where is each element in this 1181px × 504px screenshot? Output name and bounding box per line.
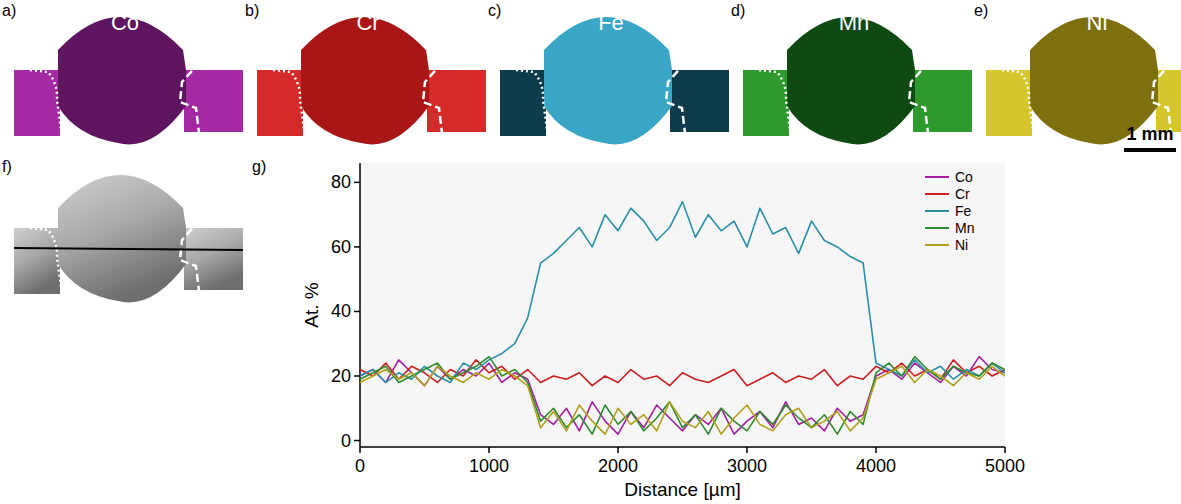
map-region: [913, 70, 972, 132]
boundary: [1002, 70, 1034, 136]
map-region: [14, 228, 60, 294]
x-tick: [617, 447, 619, 453]
map-region: [184, 228, 243, 290]
element-label: Co: [111, 10, 139, 35]
map-region: [787, 17, 915, 144]
boundary: [759, 70, 791, 136]
y-tick-label: 80: [331, 172, 351, 192]
element-label: Cr: [356, 10, 379, 35]
legend-swatch: [925, 227, 949, 229]
eds-map: Co a): [2, 2, 243, 144]
y-tick: [354, 311, 360, 313]
panel-letter: a): [2, 2, 16, 19]
grain-map: [14, 175, 243, 302]
boundary: [180, 62, 200, 133]
legend-label: Fe: [955, 203, 972, 219]
x-tick-label: 3000: [727, 456, 767, 476]
figure: Co a) Cr b) Fe c) Mn d) Ni e) 1 mm f) g) 0 1000 2000 300…: [0, 0, 1181, 504]
element-label: Ni: [1087, 10, 1108, 35]
profile-line: [14, 248, 243, 250]
series-line: [360, 366, 1005, 434]
map-region: [986, 70, 1032, 136]
boundary: [516, 70, 548, 136]
scale-bar-label: 1 mm: [1126, 124, 1173, 144]
y-tick: [354, 182, 360, 184]
boundary: [30, 228, 62, 294]
x-axis: [360, 446, 1005, 448]
series-group: [360, 202, 1005, 434]
x-tick: [875, 447, 877, 453]
map-region: [301, 17, 429, 144]
y-tick-label: 40: [331, 301, 351, 321]
boundary: [423, 62, 443, 133]
y-tick-label: 60: [331, 237, 351, 257]
legend-swatch: [925, 210, 949, 212]
map-region: [544, 17, 672, 144]
legend-label: Ni: [955, 237, 968, 253]
x-tick-label: 2000: [598, 456, 638, 476]
eds-map: Cr b): [245, 2, 486, 144]
boundary: [30, 70, 62, 136]
y-tick-label: 0: [341, 431, 351, 451]
x-tick: [359, 447, 361, 453]
legend-swatch: [925, 176, 949, 178]
eds-map: Ni e): [974, 2, 1181, 144]
element-label: Mn: [839, 10, 870, 35]
y-axis-title: At. %: [301, 282, 322, 328]
element-label: Fe: [598, 10, 624, 35]
y-axis: [359, 163, 361, 447]
map-region: [257, 70, 303, 136]
map-region: [500, 70, 546, 136]
x-axis-title: Distance [µm]: [624, 479, 741, 500]
x-tick-label: 4000: [856, 456, 896, 476]
boundary: [1152, 62, 1172, 133]
y-tick: [354, 440, 360, 442]
x-tick-label: 1000: [469, 456, 509, 476]
panel-letter: e): [974, 2, 988, 19]
map-region: [184, 70, 243, 132]
map-region: [14, 70, 60, 136]
x-tick: [746, 447, 748, 453]
y-tick-label: 20: [331, 366, 351, 386]
legend-swatch: [925, 244, 949, 246]
plot-area: [360, 163, 1005, 447]
map-region: [58, 17, 186, 144]
x-tick-label: 0: [355, 456, 365, 476]
panel-letter: d): [731, 2, 745, 19]
eds-map: Fe c): [488, 2, 729, 144]
boundary: [666, 62, 686, 133]
legend-label: Cr: [955, 186, 970, 202]
map-region: [58, 175, 186, 302]
boundary: [909, 62, 929, 133]
map-region: [670, 70, 729, 132]
panel-letter: c): [488, 2, 501, 19]
x-tick: [1004, 447, 1006, 453]
map-region: [427, 70, 486, 132]
map-region: [1156, 70, 1181, 132]
legend-label: Mn: [955, 220, 974, 236]
y-tick: [354, 246, 360, 248]
boundary: [180, 220, 200, 291]
panel-letter: g): [252, 158, 266, 175]
panel-letter: b): [245, 2, 259, 19]
x-tick: [488, 447, 490, 453]
series-line: [360, 202, 1005, 383]
legend-swatch: [925, 193, 949, 195]
panel-letter: f): [2, 158, 12, 175]
map-region: [743, 70, 789, 136]
scale-bar: [1124, 148, 1176, 152]
legend-label: Co: [955, 169, 973, 185]
x-tick-label: 5000: [985, 456, 1025, 476]
eds-map: Mn d): [731, 2, 972, 144]
y-tick: [354, 375, 360, 377]
series-line: [360, 357, 1005, 434]
boundary: [273, 70, 305, 136]
